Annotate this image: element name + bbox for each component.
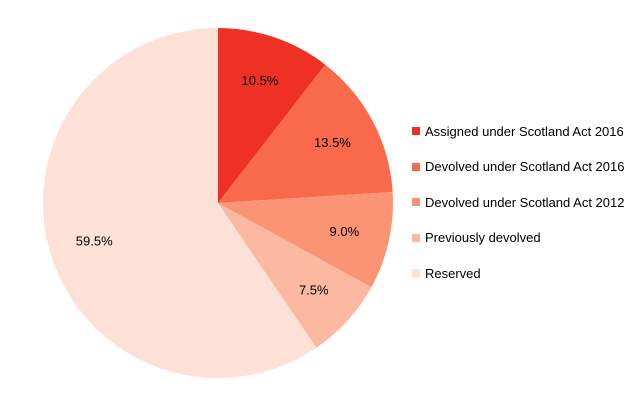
legend-swatch-reserved [412, 269, 420, 277]
legend: Assigned under Scotland Act 2016 Devolve… [412, 122, 642, 300]
legend-label-devolved-2016: Devolved under Scotland Act 2016 [425, 159, 625, 174]
pie-value-label-devolved-under-scotland-act-2012: 9.0% [330, 224, 360, 239]
legend-swatch-devolved-2012 [412, 198, 420, 206]
pie-slice-devolved-under-scotland-act-2012 [218, 192, 393, 288]
pie-slice-reserved [42, 28, 317, 378]
legend-item-previously-devolved: Previously devolved [412, 229, 642, 247]
legend-swatch-devolved-2016 [412, 162, 420, 171]
pie-value-label-assigned-under-scotland-act-2016: 10.5% [242, 73, 279, 88]
legend-item-assigned-2016: Assigned under Scotland Act 2016 [412, 122, 642, 140]
pie-slice-devolved-under-scotland-act-2016 [218, 64, 393, 203]
pie-value-label-reserved: 59.5% [76, 234, 113, 249]
legend-item-devolved-2016: Devolved under Scotland Act 2016 [412, 158, 642, 176]
legend-label-previously-devolved: Previously devolved [425, 230, 541, 245]
pie-value-label-previously-devolved: 7.5% [299, 283, 329, 298]
pie-slice-assigned-under-scotland-act-2016 [218, 27, 326, 203]
legend-item-reserved: Reserved [412, 264, 642, 282]
legend-item-devolved-2012: Devolved under Scotland Act 2012 [412, 193, 642, 211]
pie-value-labels: 10.5% 13.5% 9.0% 7.5% 59.5% [76, 73, 360, 298]
pie-slice-previously-devolved [218, 203, 372, 348]
legend-swatch-previously-devolved [412, 233, 420, 242]
legend-label-reserved: Reserved [425, 265, 481, 281]
legend-swatch-assigned-2016 [412, 127, 420, 135]
pie-value-label-devolved-under-scotland-act-2016: 13.5% [314, 135, 351, 150]
pie-slices [42, 27, 393, 378]
legend-label-devolved-2012: Devolved under Scotland Act 2012 [425, 194, 625, 210]
legend-label-assigned-2016: Assigned under Scotland Act 2016 [425, 123, 624, 139]
